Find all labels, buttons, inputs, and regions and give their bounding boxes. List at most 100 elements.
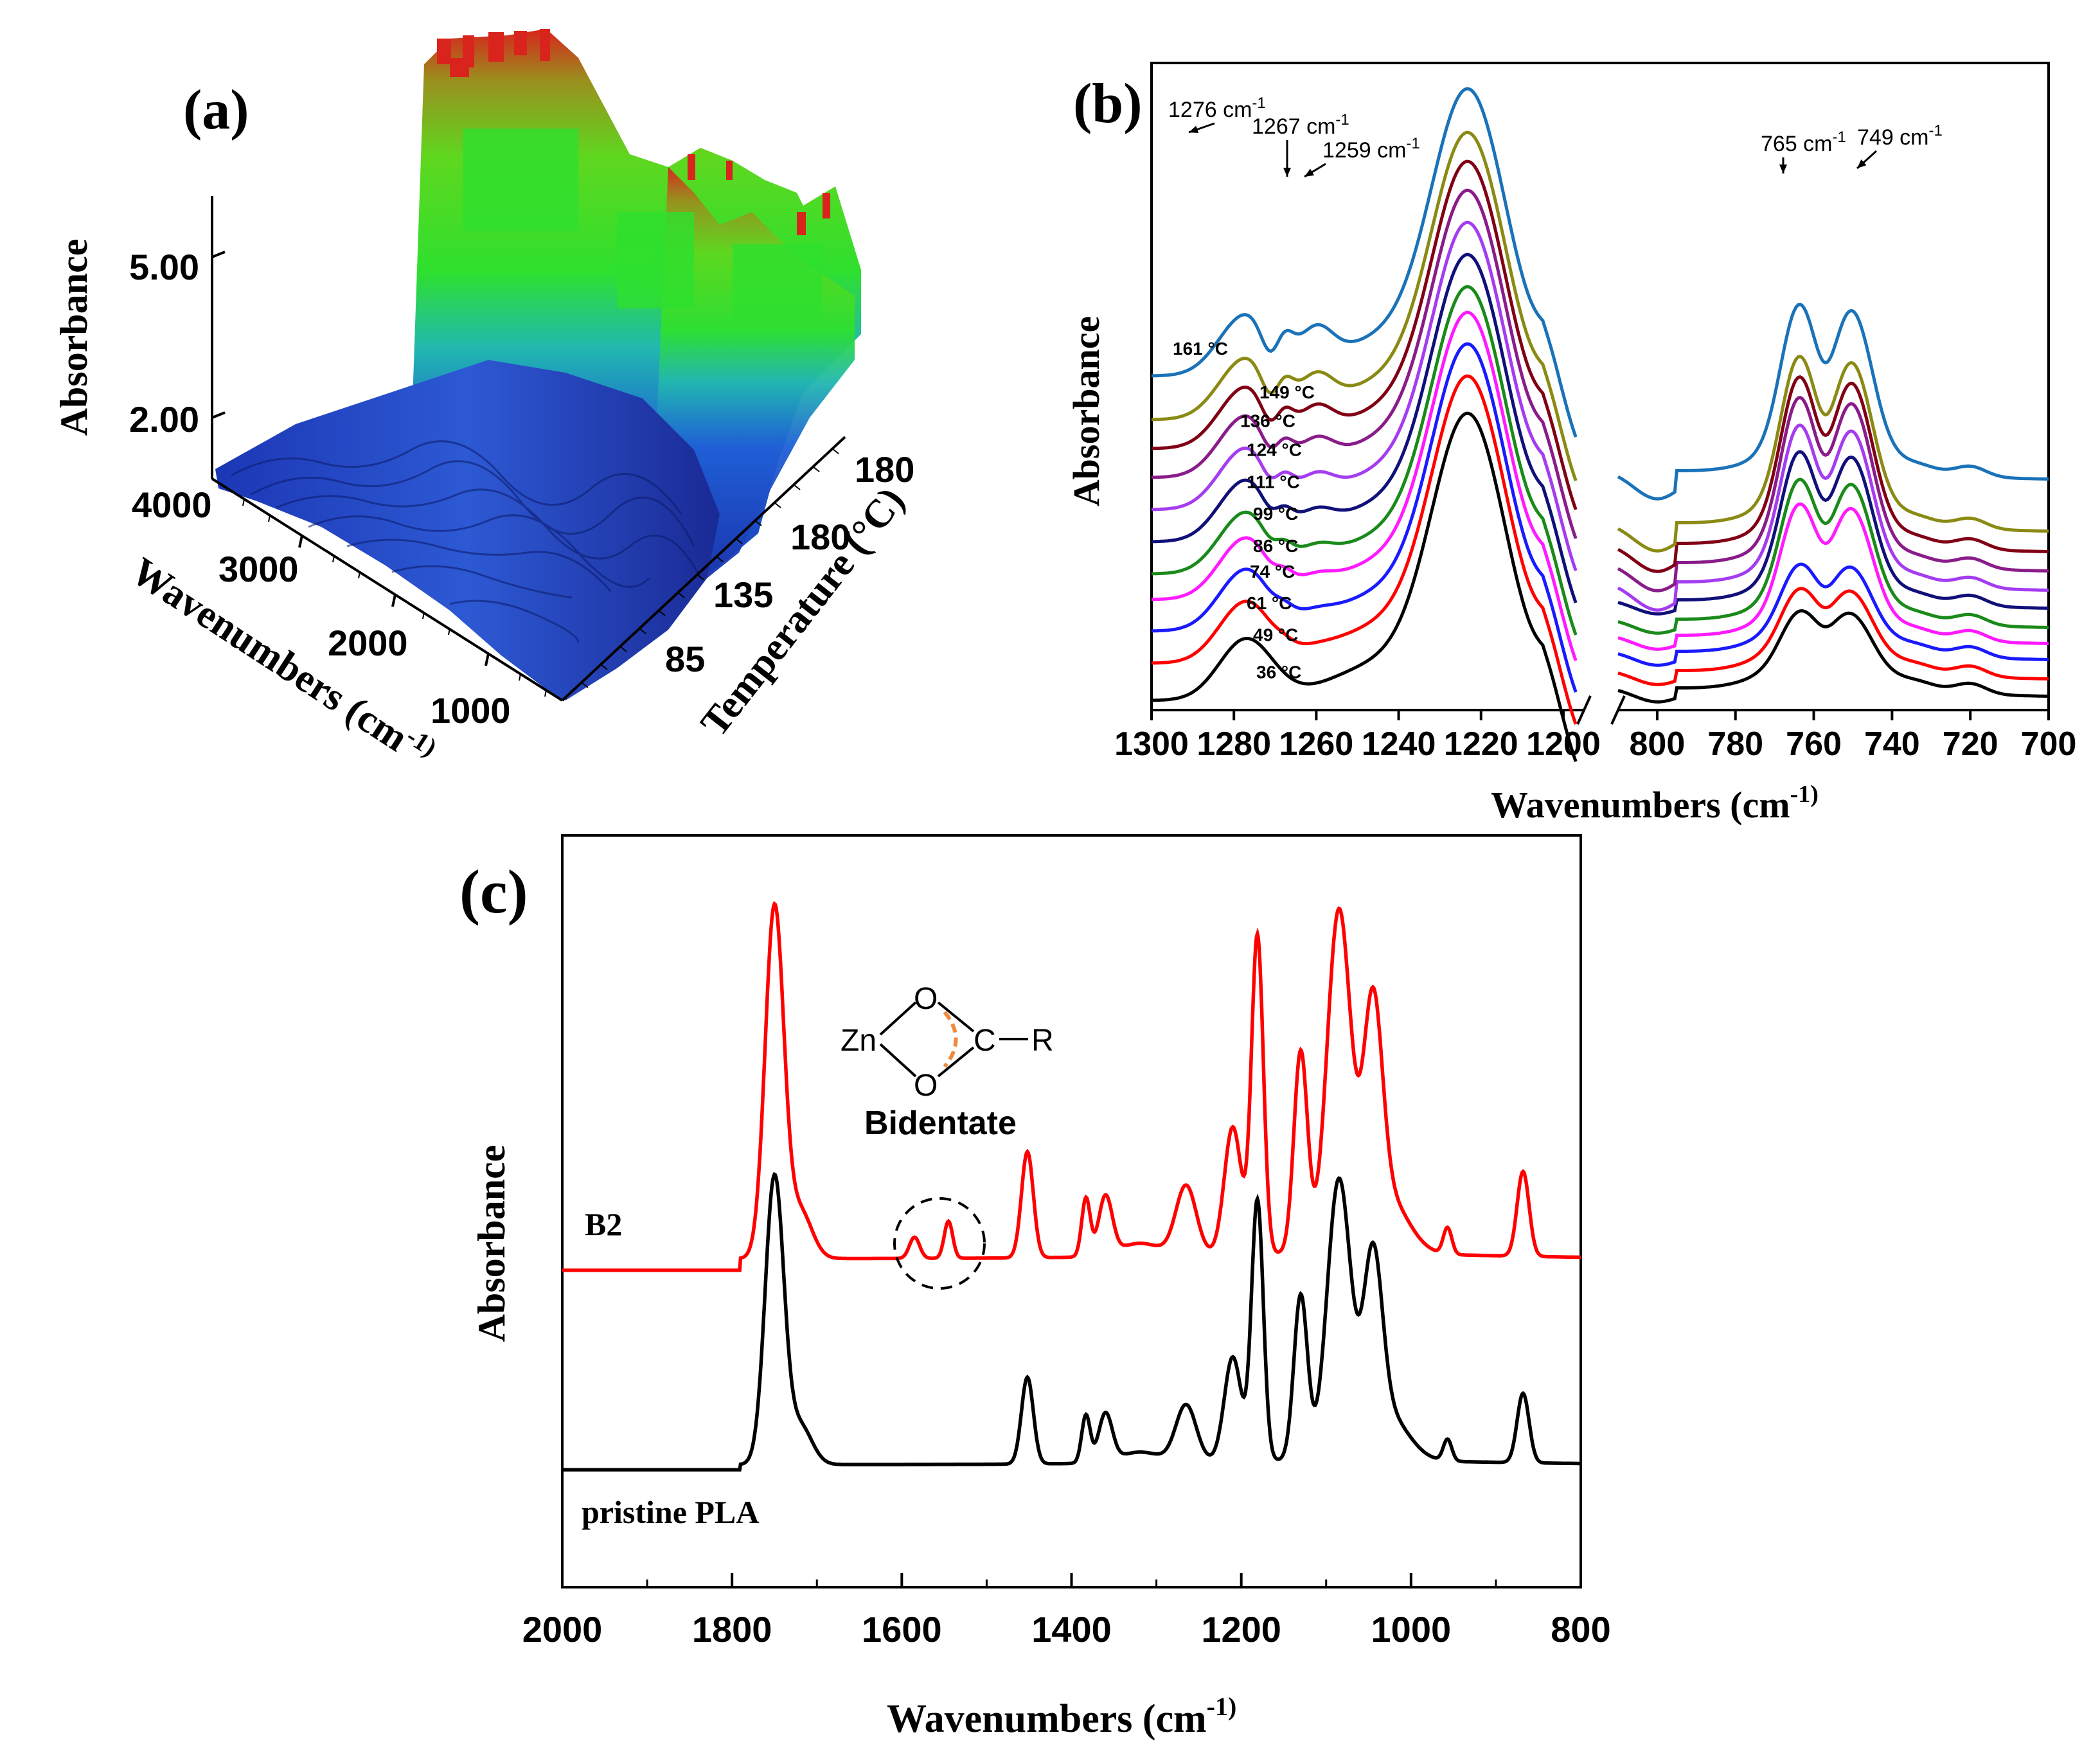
panel-a-x-tick: 4000 bbox=[132, 485, 212, 525]
panel-a-x-tick: 2000 bbox=[328, 623, 408, 663]
panel-b-series-line bbox=[1152, 130, 1578, 481]
panel-a-z-axis bbox=[211, 196, 226, 479]
panel-b-series-line bbox=[1152, 411, 1578, 762]
panel-b-y-label: Absorbance bbox=[1065, 316, 1107, 506]
panel-b-series-label: 136 °C bbox=[1240, 411, 1295, 431]
panel-a-y-tick: 85 bbox=[665, 639, 705, 679]
panel-b-plot: 1300 1280 1260 1240 1220 1200 800 780 760 740 720 7… bbox=[1114, 62, 2076, 763]
panel-b-label: (b) bbox=[1073, 73, 1143, 135]
panel-b-series-line bbox=[1152, 285, 1578, 636]
panel-c-series-label: B2 bbox=[585, 1206, 622, 1242]
panel-b-annotation-sup: -1 bbox=[1335, 111, 1349, 129]
panel-b-series-line bbox=[1617, 562, 2049, 667]
panel-c-x-tick-label: 1200 bbox=[1201, 1609, 1281, 1650]
panel-b-annotation-arrowhead bbox=[1304, 168, 1315, 177]
panel-b-series-line bbox=[1152, 374, 1578, 725]
panel-b-series-line bbox=[1617, 450, 2049, 616]
panel-a-label: (a) bbox=[183, 79, 249, 141]
panel-b-series-label: 74 °C bbox=[1250, 562, 1295, 582]
panel-b-series-label: 61 °C bbox=[1247, 593, 1292, 613]
surface-ridge-lines bbox=[231, 440, 702, 643]
panel-b-annotation: 1267 cm-1 bbox=[1252, 111, 1349, 139]
panel-b-series-line bbox=[1152, 188, 1578, 539]
panel-b-x-tick-label: 1220 bbox=[1444, 725, 1518, 763]
panel-b-x-tick-label: 760 bbox=[1786, 725, 1842, 763]
inset-c: C bbox=[974, 1024, 996, 1058]
panel-c-frame bbox=[561, 834, 1582, 1588]
panel-b-x-tick-label: 1300 bbox=[1114, 725, 1189, 763]
panel-c-x-tick-label: 1000 bbox=[1371, 1609, 1452, 1650]
panel-b-annotation-sup: -1 bbox=[1252, 94, 1265, 112]
panel-a-x-minor-ticks bbox=[242, 499, 547, 697]
panel-b-series-line bbox=[1617, 395, 2049, 592]
panel-c-x-label-sup: -1) bbox=[1207, 1692, 1237, 1721]
svg-text:Wavenumbers (cm-1): Wavenumbers (cm-1) bbox=[1491, 781, 1819, 826]
panel-b-annotation-arrowhead bbox=[1283, 168, 1291, 177]
panel-b-series-line bbox=[1617, 477, 2049, 635]
panel-c-x-label-text: Wavenumbers (cm bbox=[887, 1697, 1207, 1741]
panel-b-series-line bbox=[1617, 375, 2049, 573]
panel-b-annotation-sup: -1 bbox=[1406, 135, 1419, 152]
panel-b-series-label: 111 °C bbox=[1247, 472, 1300, 492]
panel-c-x-axis-label: Wavenumbers (cm-1) bbox=[887, 1692, 1236, 1741]
panel-c-label: (c) bbox=[459, 857, 528, 926]
panel-b-series-line bbox=[1152, 159, 1578, 510]
panel-b-series-line bbox=[1152, 87, 1578, 438]
panel-b-series-line bbox=[1152, 342, 1578, 693]
inset-caption: Bidentate bbox=[864, 1105, 1017, 1142]
surface-peaks bbox=[437, 29, 830, 235]
panel-b-annotation-sup: -1 bbox=[1833, 129, 1846, 146]
panel-b-axis-break bbox=[1610, 695, 1626, 725]
panel-a-x-tick: 1000 bbox=[431, 690, 511, 731]
panel-b-annotation-arrowhead bbox=[1779, 165, 1787, 174]
panel-b-series-label: 149 °C bbox=[1259, 382, 1315, 402]
panel-b-annotation: 749 cm-1 bbox=[1857, 122, 1943, 150]
panel-b-annotation: 1276 cm-1 bbox=[1168, 94, 1266, 122]
panel-b-annotation-text: 765 cm bbox=[1761, 132, 1833, 156]
panel-b-series-line bbox=[1152, 253, 1578, 603]
panel-c-x-tick-label: 1800 bbox=[692, 1609, 772, 1650]
bidentate-highlight-circle bbox=[893, 1197, 986, 1290]
panel-b-series-line bbox=[1617, 302, 2049, 501]
panel-b-series-label: 124 °C bbox=[1247, 440, 1302, 459]
inset-r: R bbox=[1031, 1024, 1054, 1058]
panel-b-series-label: 99 °C bbox=[1253, 504, 1298, 524]
panel-b-annotation: 765 cm-1 bbox=[1761, 129, 1846, 156]
panel-a-x-tick: 3000 bbox=[218, 549, 299, 589]
panel-c-series-line bbox=[562, 1171, 1581, 1472]
inset-o-bottom: O bbox=[914, 1069, 938, 1103]
panel-b-x-tick-label: 1280 bbox=[1197, 725, 1271, 763]
panel-b-series-line bbox=[1617, 502, 2049, 651]
panel-b-axis-break bbox=[1576, 695, 1592, 725]
panel-b-annotation-text: 1259 cm bbox=[1322, 138, 1406, 163]
panel-c: (c) Absorbance 2000 1800 1600 1400 1200 1000 8… bbox=[459, 834, 1611, 1741]
panel-b-x-axis-label: Wavenumbers (cm-1) bbox=[1491, 781, 1819, 826]
panel-b-x-tick-label: 780 bbox=[1707, 725, 1763, 763]
panel-b-annotation-text: 1276 cm bbox=[1168, 98, 1252, 122]
panel-b-annotation-arrowhead bbox=[1857, 159, 1867, 168]
inset-o-top: O bbox=[914, 982, 938, 1016]
panel-b-x-tick-label: 720 bbox=[1943, 725, 1998, 763]
panel-b-series-line bbox=[1152, 220, 1578, 571]
panel-b-series-label: 86 °C bbox=[1253, 536, 1298, 556]
bidentate-inset: Zn O O C R Bidentate bbox=[841, 982, 1054, 1142]
panel-a-y-minor-ticks bbox=[581, 448, 839, 688]
panel-c-x-tick-label: 1400 bbox=[1031, 1609, 1112, 1650]
panel-b-x-tick-label: 1200 bbox=[1526, 725, 1601, 763]
svg-text:Wavenumbers (cm-1): Wavenumbers (cm-1) bbox=[887, 1692, 1236, 1741]
panel-c-x-tick-label: 800 bbox=[1551, 1609, 1610, 1650]
panel-b-annotation-sup: -1 bbox=[1929, 122, 1943, 139]
panel-b-series-label: 36 °C bbox=[1256, 663, 1301, 682]
panel-a-y-tick: 180 bbox=[855, 449, 914, 490]
panel-b-x-label-text: Wavenumbers (cm bbox=[1491, 784, 1790, 826]
panel-b-annotation: 1259 cm-1 bbox=[1322, 135, 1420, 163]
panel-b-series-line bbox=[1617, 423, 2049, 612]
panel-b-x-label-sup: -1) bbox=[1790, 781, 1819, 808]
surface-greens bbox=[463, 129, 823, 321]
panel-c-x-tick-label: 2000 bbox=[522, 1609, 603, 1650]
panel-b: (b) Absorbance 1300 1280 1260 1240 1220 1200 8… bbox=[1065, 62, 2076, 826]
panel-b-series-line bbox=[1617, 354, 2049, 553]
panel-b-series-line bbox=[1152, 310, 1578, 661]
panel-c-x-tick-label: 1600 bbox=[862, 1609, 942, 1650]
panel-b-annotation-arrowhead bbox=[1189, 125, 1199, 134]
